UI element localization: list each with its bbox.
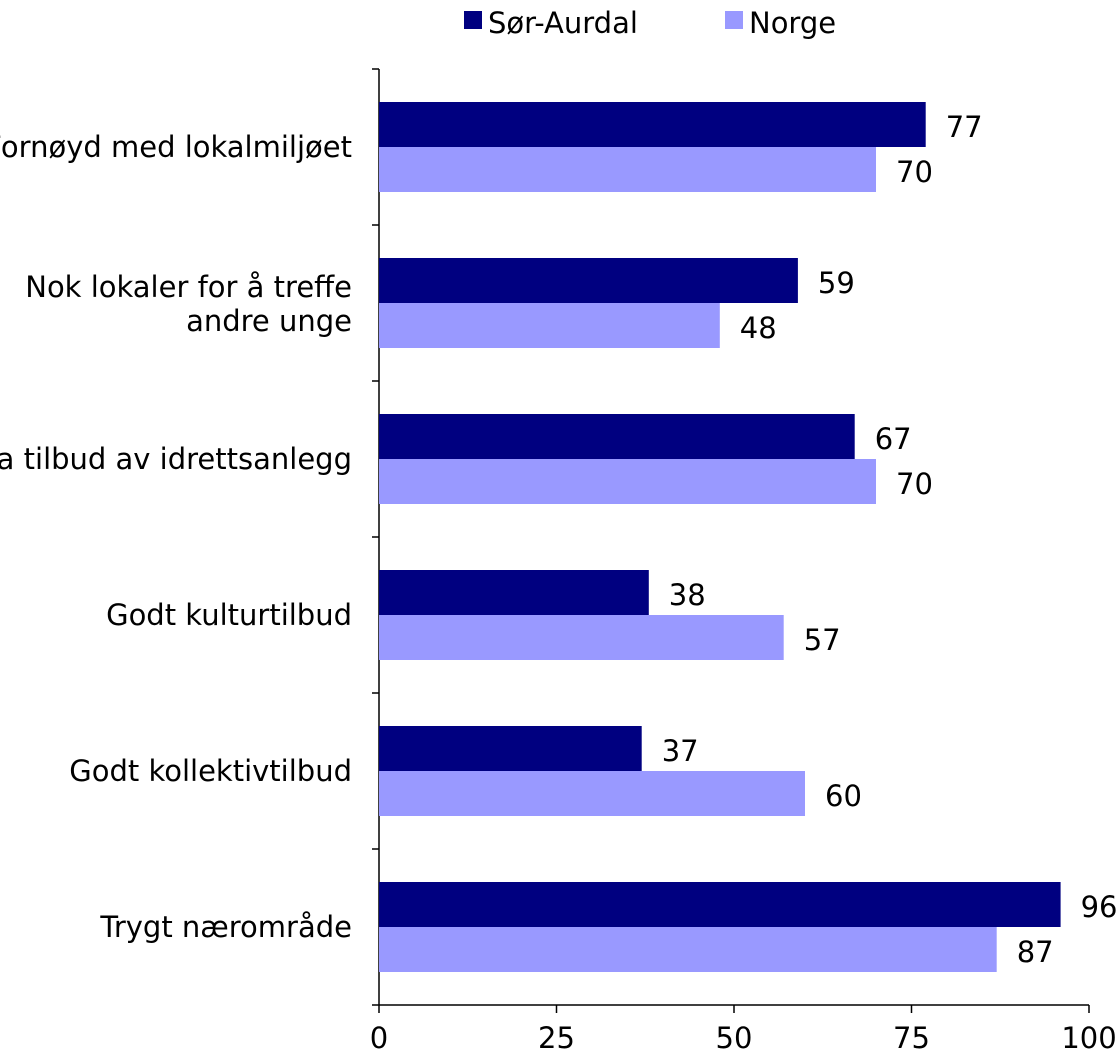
- bar-4-0: [379, 726, 642, 771]
- bar-0-0: [379, 102, 926, 147]
- data-label-4-1: 60: [825, 779, 862, 813]
- category-label-line-1-0: Nok lokaler for å treffe: [25, 270, 352, 304]
- data-label-4-0: 37: [662, 734, 699, 768]
- category-label-1: Nok lokaler for å treffe andre unge: [25, 270, 352, 338]
- bar-0-1: [379, 147, 876, 192]
- category-label-line-3-0: Godt kulturtilbud: [106, 598, 352, 632]
- bar-3-0: [379, 570, 649, 615]
- data-label-3-1: 57: [804, 623, 841, 657]
- bar-2-0: [379, 414, 855, 459]
- legend-swatch-1: [725, 11, 743, 29]
- bar-3-1: [379, 615, 784, 660]
- category-label-5: Trygt nærområde: [99, 910, 352, 944]
- x-tick-label-2: 50: [716, 1021, 753, 1055]
- legend-swatch-0: [464, 11, 482, 29]
- category-label-3: Godt kulturtilbud: [106, 598, 352, 632]
- category-label-2: Bra tilbud av idrettsanlegg: [0, 442, 352, 476]
- bar-2-1: [379, 459, 876, 504]
- x-tick-label-0: 0: [370, 1021, 388, 1055]
- category-label-line-1-1: andre unge: [186, 304, 352, 338]
- x-tick-label-3: 75: [893, 1021, 930, 1055]
- bar-5-0: [379, 882, 1061, 927]
- category-label-0: Fornøyd med lokalmiljøet: [0, 130, 352, 164]
- bar-5-1: [379, 927, 997, 972]
- data-label-0-0: 77: [946, 110, 983, 144]
- legend-item-0: Sør-Aurdal: [464, 6, 638, 40]
- data-label-2-0: 67: [875, 422, 912, 456]
- legend: Sør-Aurdal Norge: [464, 6, 836, 40]
- category-label-line-5-0: Trygt nærområde: [99, 910, 352, 944]
- category-label-line-4-0: Godt kollektivtilbud: [69, 754, 352, 788]
- category-label-line-2-0: Bra tilbud av idrettsanlegg: [0, 442, 352, 476]
- category-label-4: Godt kollektivtilbud: [69, 754, 352, 788]
- data-label-2-1: 70: [896, 467, 933, 501]
- data-label-1-0: 59: [818, 266, 855, 300]
- data-label-5-1: 87: [1017, 935, 1054, 969]
- legend-label-0: Sør-Aurdal: [488, 6, 638, 40]
- x-tick-label-4: 100: [1061, 1021, 1116, 1055]
- bar-1-1: [379, 303, 720, 348]
- bar-4-1: [379, 771, 805, 816]
- bar-1-0: [379, 258, 798, 303]
- x-tick-label-1: 25: [538, 1021, 575, 1055]
- legend-item-1: Norge: [725, 6, 836, 40]
- legend-label-1: Norge: [749, 6, 836, 40]
- data-label-5-0: 96: [1081, 890, 1118, 924]
- category-label-line-0-0: Fornøyd med lokalmiljøet: [0, 130, 352, 164]
- data-label-0-1: 70: [896, 155, 933, 189]
- data-label-3-0: 38: [669, 578, 706, 612]
- data-label-1-1: 48: [740, 311, 777, 345]
